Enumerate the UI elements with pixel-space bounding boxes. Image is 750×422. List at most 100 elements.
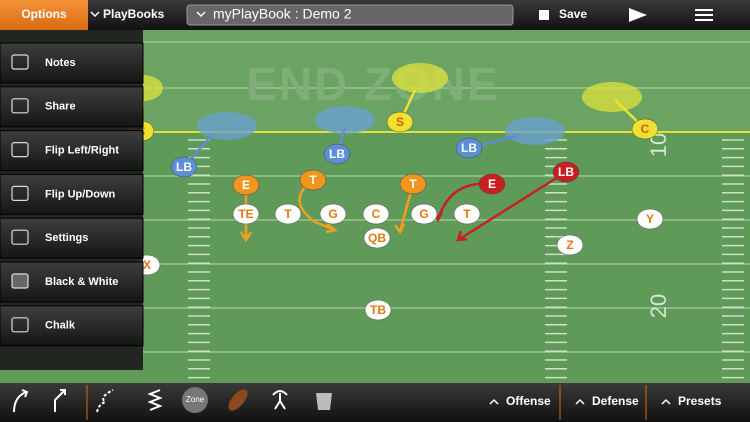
player-token[interactable] (453, 203, 481, 225)
player-label[interactable]: LB (558, 165, 574, 179)
menu-icon (11, 229, 29, 245)
ball-tool[interactable] (225, 386, 251, 414)
players: SCCLBLBLBETTELBTETGCGTQBYZXTB (127, 111, 664, 321)
tab-label[interactable]: Defense (592, 394, 639, 408)
player-label[interactable]: T (309, 173, 317, 187)
player-label[interactable]: TE (238, 207, 253, 221)
menu-list: Notes Share Flip Left/Right Flip Up/Down Set… (0, 42, 144, 347)
zone (505, 117, 565, 145)
player-label[interactable]: LB (461, 141, 477, 155)
player-label[interactable]: C (372, 207, 381, 221)
tool-icons (13, 389, 288, 413)
player-token[interactable] (274, 203, 302, 225)
player-token[interactable] (363, 227, 391, 249)
player-token[interactable] (232, 174, 260, 196)
motion-tool[interactable] (147, 389, 163, 411)
player-token[interactable] (299, 169, 327, 191)
zone-tool-label[interactable]: Zone (186, 395, 205, 404)
player-label[interactable]: Y (646, 212, 654, 226)
player-token[interactable] (399, 173, 427, 195)
save-button[interactable]: Save (559, 7, 587, 21)
player-token[interactable] (410, 203, 438, 225)
player-label[interactable]: LB (176, 160, 192, 174)
player-token[interactable] (631, 118, 659, 140)
player-label[interactable]: T (284, 207, 292, 221)
menu-icon (11, 54, 29, 70)
options-label[interactable]: Options (21, 7, 67, 21)
route (456, 170, 567, 242)
zone-tool[interactable] (182, 387, 208, 413)
player-token[interactable] (232, 203, 260, 225)
player-label[interactable]: Z (566, 238, 573, 252)
player-label[interactable]: S (396, 115, 404, 129)
menu-label[interactable]: Black & White (45, 276, 118, 288)
tab-arrow (575, 398, 585, 405)
menu-button[interactable] (695, 9, 713, 21)
menu-icon (11, 317, 29, 333)
menu-item[interactable] (0, 305, 144, 347)
player-tool[interactable] (272, 390, 288, 410)
playbooks-button[interactable]: PlayBooks (103, 7, 165, 21)
player-label[interactable]: G (328, 207, 337, 221)
player-label[interactable]: E (488, 177, 496, 191)
player-label[interactable]: TB (370, 303, 386, 317)
playbook-title[interactable]: myPlayBook : Demo 2 (213, 6, 352, 22)
end-zone-label: END ZONE (246, 58, 500, 110)
zone (582, 82, 642, 112)
player-label[interactable]: QB (368, 231, 386, 245)
player-token[interactable] (362, 203, 390, 225)
menu-item[interactable] (0, 217, 144, 259)
tab-label[interactable]: Offense (506, 394, 551, 408)
player-token[interactable] (170, 156, 198, 178)
zone (315, 106, 375, 134)
options-button[interactable] (0, 0, 88, 30)
player-token[interactable] (386, 111, 414, 133)
menu-item[interactable] (0, 130, 144, 172)
menu-icon (11, 273, 29, 289)
menu-icon (11, 142, 29, 158)
menu-item[interactable] (0, 86, 144, 128)
player-token[interactable] (552, 161, 580, 183)
route-tool[interactable] (54, 389, 66, 412)
menu-item[interactable] (0, 173, 144, 215)
menu-label[interactable]: Flip Left/Right (45, 145, 119, 157)
dropdown-icon (90, 11, 100, 18)
menu-label[interactable]: Chalk (45, 320, 76, 332)
yard-number: 20 (646, 294, 671, 318)
zone (392, 63, 448, 93)
tab-arrow (661, 398, 671, 405)
player-label[interactable]: G (419, 207, 428, 221)
player-token[interactable] (556, 234, 584, 256)
player-label[interactable]: C (641, 122, 650, 136)
tabs: Offense Defense Presets (489, 385, 722, 420)
player-token[interactable] (455, 137, 483, 159)
bottom-toolbar (0, 383, 750, 422)
tab-arrow (489, 398, 499, 405)
menu-icon (11, 98, 29, 114)
player-token[interactable] (319, 203, 347, 225)
player-token[interactable] (478, 173, 506, 195)
player-token[interactable] (364, 299, 392, 321)
menu-item[interactable] (0, 42, 144, 84)
menu-label[interactable]: Settings (45, 232, 88, 244)
menu-label[interactable]: Notes (45, 57, 76, 69)
player-label[interactable]: X (143, 258, 151, 272)
player-token[interactable] (323, 143, 351, 165)
playbook-selector[interactable] (186, 4, 514, 26)
save-icon (539, 10, 549, 20)
player-label[interactable]: LB (329, 147, 345, 161)
dropdown-icon (196, 11, 206, 18)
play-button[interactable] (629, 8, 647, 22)
tab-label[interactable]: Presets (678, 394, 722, 408)
player-label[interactable]: T (409, 177, 417, 191)
menu-label[interactable]: Share (45, 101, 76, 113)
menu-label[interactable]: Flip Up/Down (45, 188, 116, 200)
route-tool[interactable] (13, 389, 29, 413)
player-label[interactable]: T (463, 207, 471, 221)
zone (197, 112, 257, 140)
menu-icon (11, 185, 29, 201)
trash-tool[interactable] (316, 393, 332, 410)
player-token[interactable] (636, 208, 664, 230)
player-label[interactable]: E (242, 178, 250, 192)
